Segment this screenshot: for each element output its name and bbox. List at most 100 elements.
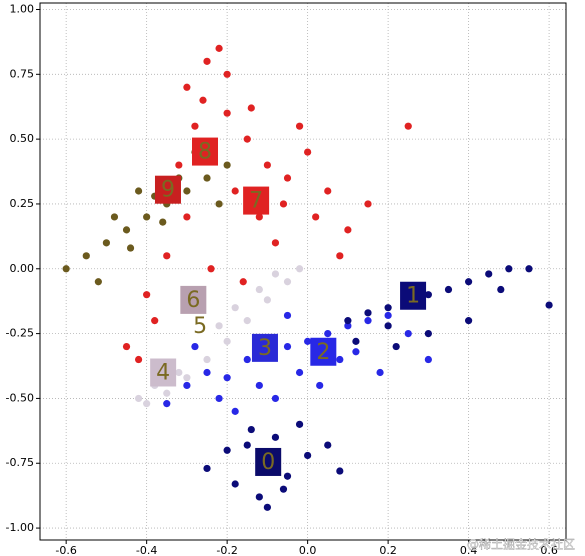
- cluster-label-box: [150, 358, 177, 387]
- point: [364, 200, 372, 208]
- point: [316, 381, 324, 390]
- point: [215, 200, 223, 208]
- point: [203, 57, 211, 65]
- point: [324, 187, 332, 195]
- point: [324, 330, 332, 338]
- point: [110, 213, 119, 221]
- point: [344, 226, 352, 234]
- point: [497, 285, 505, 294]
- point: [279, 485, 288, 493]
- point: [324, 441, 332, 449]
- point: [243, 441, 251, 449]
- cluster-label: 0: [261, 450, 275, 475]
- point: [143, 400, 151, 408]
- cluster-label: 8: [198, 140, 212, 165]
- point: [304, 148, 312, 156]
- point: [424, 291, 432, 299]
- point: [203, 464, 211, 473]
- point: [364, 309, 372, 317]
- cluster-label-box: [187, 311, 214, 340]
- point: [295, 368, 304, 377]
- point: [94, 278, 102, 286]
- point: [392, 342, 400, 351]
- y-tick-label: -0.75: [6, 456, 34, 469]
- point: [223, 70, 231, 78]
- y-tick-label: -0.50: [6, 391, 34, 404]
- point: [191, 122, 199, 130]
- point: [424, 330, 432, 338]
- point: [295, 420, 304, 428]
- point: [304, 451, 312, 460]
- point: [247, 104, 255, 112]
- point: [191, 342, 199, 351]
- point: [82, 252, 90, 260]
- cluster-label-box: [400, 281, 427, 310]
- point: [283, 278, 292, 286]
- point: [231, 187, 239, 195]
- point: [163, 252, 171, 260]
- point: [279, 200, 288, 208]
- point: [255, 213, 263, 221]
- cluster-label: 7: [249, 189, 263, 214]
- point: [344, 317, 352, 325]
- point: [271, 270, 280, 278]
- point: [283, 311, 292, 320]
- point: [183, 374, 191, 382]
- watermark: @稀土掘金技术社区: [467, 537, 575, 552]
- point: [62, 265, 70, 273]
- point: [199, 96, 207, 104]
- y-tick-label: -0.25: [6, 327, 34, 340]
- point: [175, 161, 183, 169]
- point: [505, 265, 513, 273]
- cluster-label: 6: [186, 288, 200, 313]
- point: [384, 304, 392, 312]
- point: [223, 446, 231, 454]
- point: [336, 355, 344, 364]
- point: [231, 480, 239, 488]
- cluster-label: 3: [258, 336, 272, 361]
- point: [384, 322, 392, 330]
- cluster-label: 4: [156, 360, 170, 385]
- cluster-label-box: [192, 137, 219, 166]
- y-tick-label: 1.00: [10, 2, 35, 15]
- point: [243, 135, 251, 143]
- point: [304, 337, 312, 345]
- point: [336, 467, 344, 475]
- point: [404, 122, 412, 130]
- point: [203, 368, 211, 377]
- point: [159, 218, 167, 226]
- point: [143, 213, 151, 221]
- cluster-label: 5: [193, 314, 207, 339]
- point: [263, 161, 271, 169]
- point: [312, 213, 320, 221]
- y-tick-label: 0.00: [10, 262, 35, 275]
- point: [352, 337, 360, 345]
- point: [384, 311, 392, 320]
- point: [263, 296, 271, 304]
- point: [223, 337, 231, 345]
- point: [255, 381, 263, 390]
- cluster-label: 9: [161, 178, 175, 203]
- point: [271, 239, 280, 247]
- point: [122, 342, 131, 351]
- point: [215, 394, 223, 403]
- point: [223, 109, 231, 117]
- point: [404, 330, 412, 338]
- x-tick-label: 0.4: [460, 544, 478, 556]
- y-tick-label: -1.00: [6, 521, 34, 534]
- cluster-label: 1: [406, 284, 420, 309]
- point: [126, 244, 135, 252]
- point: [203, 355, 211, 364]
- point: [271, 394, 280, 403]
- cluster-label-box: [154, 175, 181, 204]
- cluster-label: 2: [316, 340, 330, 365]
- point: [207, 265, 215, 273]
- point: [352, 348, 360, 356]
- cluster-label-box: [243, 186, 270, 215]
- x-tick-label: 0.2: [379, 544, 397, 556]
- point: [424, 355, 432, 364]
- point: [203, 174, 211, 182]
- point: [444, 285, 453, 294]
- point: [183, 381, 191, 390]
- y-tick-label: 0.25: [10, 197, 35, 210]
